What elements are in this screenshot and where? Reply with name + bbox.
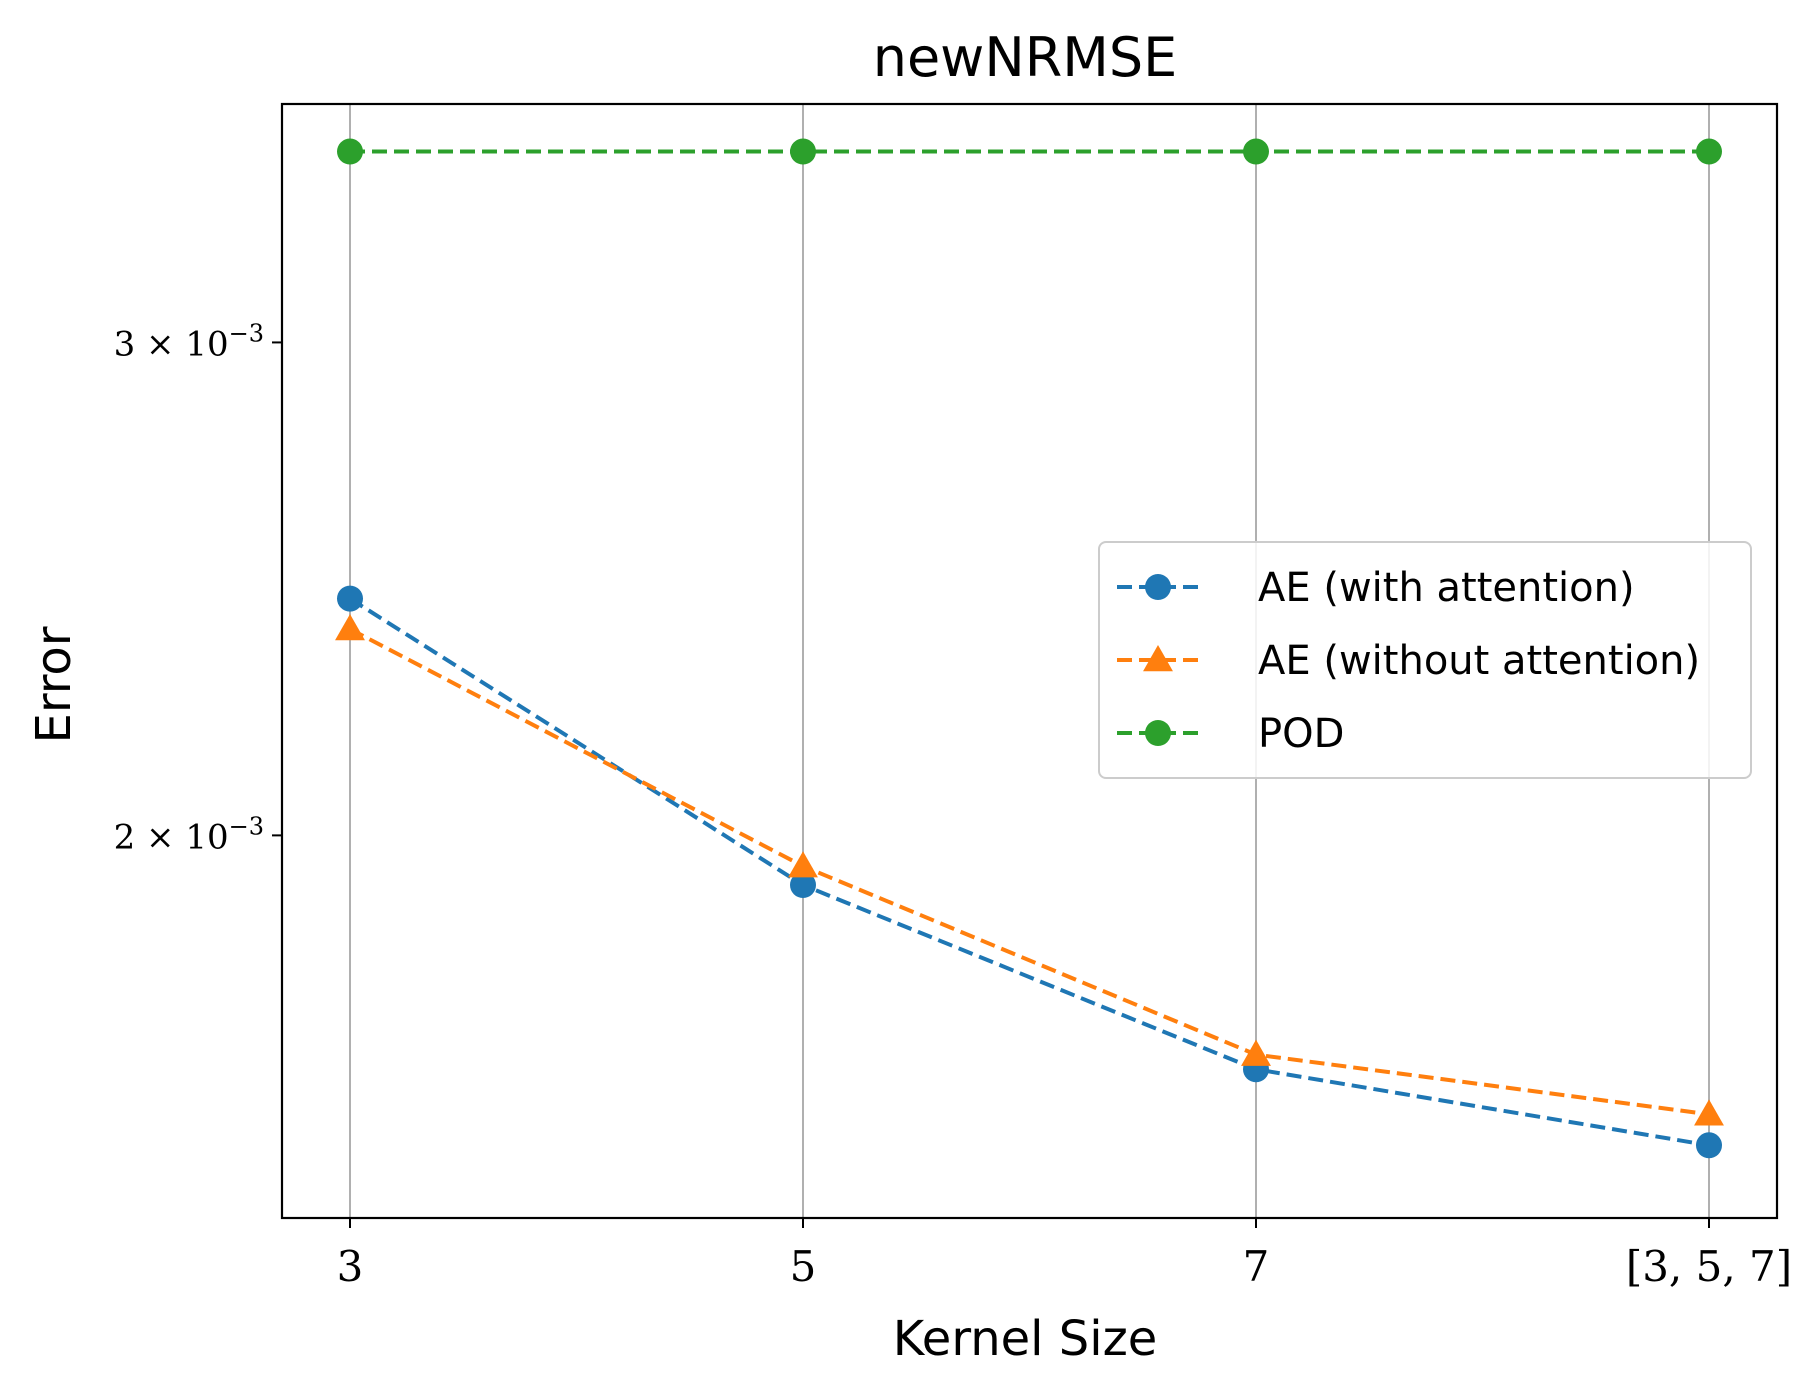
data-point [1241, 1039, 1271, 1066]
legend-box [1098, 541, 1752, 779]
data-point [1243, 138, 1269, 165]
legend-label: AE (without attention) [1258, 638, 1700, 684]
y-axis-label: Error [26, 626, 82, 743]
legend-marker [1145, 574, 1171, 600]
chart-title: newNRMSE [873, 26, 1178, 89]
series-line [348, 596, 1710, 1148]
legend-label: POD [1258, 711, 1344, 757]
data-point [337, 138, 363, 165]
data-point [788, 851, 818, 878]
data-point [337, 585, 363, 612]
legend-marker [1143, 645, 1173, 672]
series-1 [337, 585, 1722, 1159]
x-tick-label: 5 [790, 1242, 817, 1291]
data-point [1694, 1099, 1724, 1126]
x-tick-label: [3, 5, 7] [1626, 1242, 1792, 1291]
data-point [335, 614, 365, 641]
series-line [349, 627, 1710, 1117]
data-point [1696, 1132, 1722, 1159]
y-tick-exponent: −3 [229, 319, 264, 347]
ticks: 3 5 7 [3, 5, 7]2 × 10−33 × 10−3 [114, 319, 1793, 1291]
data-point [790, 872, 816, 899]
legend-marker [1145, 720, 1171, 746]
legend-entry: POD [1117, 711, 1344, 757]
legend-entry: AE (with attention) [1117, 565, 1635, 611]
plot-frame [280, 102, 1779, 1220]
legend-label: AE (with attention) [1258, 565, 1635, 611]
x-axis-label: Kernel Size [893, 1311, 1158, 1367]
x-tick-label: 3 [337, 1242, 364, 1291]
data-point [1696, 138, 1722, 165]
legend-entry: AE (without attention) [1117, 638, 1700, 684]
data-point [790, 138, 816, 165]
series-layer [335, 138, 1724, 1159]
series-3 [337, 138, 1722, 165]
legend: AE (with attention) AE (without attention… [1098, 541, 1752, 779]
series-2 [335, 614, 1724, 1126]
x-tick-label: 7 [1243, 1242, 1270, 1291]
y-tick-exponent: −3 [229, 812, 264, 840]
